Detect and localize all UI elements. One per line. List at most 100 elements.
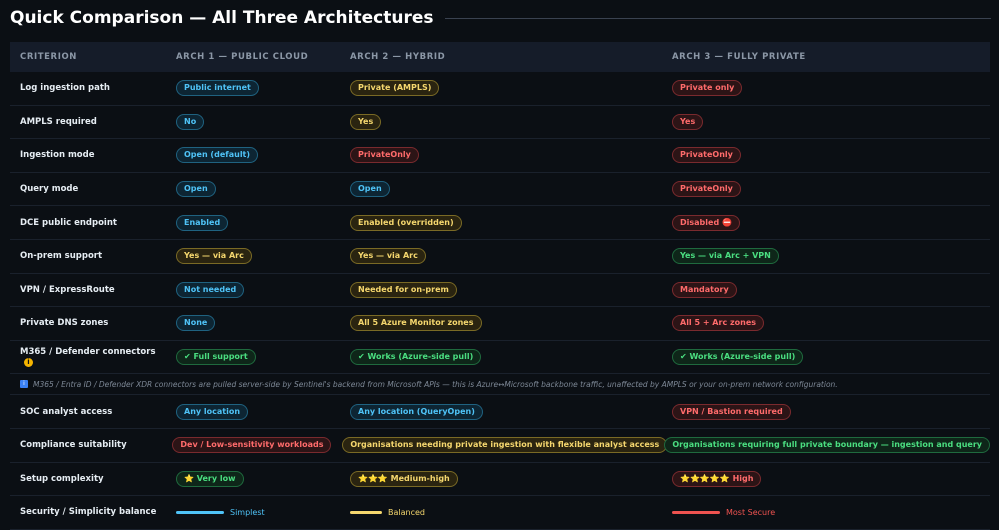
- balance-arch3: Most Secure: [672, 508, 990, 517]
- row-criterion: M365 / Defender connectorsi: [10, 347, 166, 368]
- header-criterion: CRITERION: [20, 52, 77, 62]
- row-criterion-label: AMPLS required: [20, 116, 97, 127]
- row-criterion-label: DCE public endpoint: [20, 217, 117, 228]
- cell-a3: Yes: [662, 113, 990, 130]
- connector-note: i M365 / Entra ID / Defender XDR connect…: [10, 374, 990, 396]
- header-arch1: ARCH 1 — PUBLIC CLOUD: [176, 52, 309, 62]
- row-criterion: Compliance suitability: [10, 440, 162, 450]
- balance-arch2: Balanced: [350, 508, 662, 517]
- a3-value-badge: Private only: [672, 80, 743, 97]
- row-criterion-label: On-prem support: [20, 251, 103, 262]
- cell-a3: PrivateOnly: [662, 181, 990, 198]
- cell-a3: ⭐⭐⭐⭐⭐ High: [662, 470, 990, 487]
- cell-a2: Enabled (overridden): [340, 214, 662, 231]
- table-row-balance: Security / Simplicity balance Simplest B…: [10, 496, 990, 530]
- row-criterion: VPN / ExpressRoute: [10, 285, 166, 295]
- cell-a2: Needed for on-prem: [340, 281, 662, 298]
- row-criterion-label: Ingestion mode: [20, 150, 95, 161]
- table-row: Setup complexity ⭐ Very low ⭐⭐⭐ Medium-hig…: [10, 463, 990, 497]
- cell-a2: Open: [340, 181, 662, 198]
- cell-a1: ✔ Full support: [166, 349, 340, 366]
- cell-a2: All 5 Azure Monitor zones: [340, 315, 662, 332]
- balance-label-arch3: Most Secure: [726, 507, 776, 517]
- cell-a1: Open: [166, 181, 340, 198]
- balance-arch1: Simplest: [176, 508, 340, 517]
- comparison-table: CRITERION ARCH 1 — PUBLIC CLOUD ARCH 2 —…: [10, 42, 990, 530]
- a3-value-badge: VPN / Bastion required: [672, 403, 791, 420]
- a1-value-badge: ✔ Full support: [176, 349, 256, 366]
- table-row: Query mode Open Open PrivateOnly: [10, 173, 990, 207]
- a3-value-badge: ✔ Works (Azure-side pull): [672, 349, 804, 366]
- row-criterion-label: Log ingestion path: [20, 83, 110, 94]
- cell-a2: Private (AMPLS): [340, 80, 662, 97]
- table-row: AMPLS required No Yes Yes: [10, 106, 990, 140]
- a2-value-badge: Any location (QueryOpen): [350, 403, 483, 420]
- table-row: Ingestion mode Open (default) PrivateOnly P…: [10, 139, 990, 173]
- a2-value-badge: Yes: [350, 113, 382, 130]
- a3-value-badge: Yes — via Arc + VPN: [672, 248, 779, 265]
- cell-a1: Public internet: [166, 80, 340, 97]
- a1-value-badge: ⭐ Very low: [176, 470, 244, 487]
- a2-value-badge: Organisations needing private ingestion …: [342, 437, 668, 454]
- title-bar: Quick Comparison — All Three Architectur…: [0, 0, 999, 36]
- a1-value-badge: None: [176, 315, 216, 332]
- a2-value-badge: PrivateOnly: [350, 147, 419, 164]
- connector-note-text: M365 / Entra ID / Defender XDR connector…: [33, 379, 838, 389]
- row-criterion-label: VPN / ExpressRoute: [20, 284, 115, 295]
- table-row: DCE public endpoint Enabled Enabled (overr…: [10, 206, 990, 240]
- table-row: M365 / Defender connectorsi ✔ Full suppor…: [10, 341, 990, 375]
- cell-a2: Yes: [340, 113, 662, 130]
- cell-a2: Yes — via Arc: [340, 248, 662, 265]
- row-criterion: AMPLS required: [10, 117, 166, 127]
- a2-value-badge: Needed for on-prem: [350, 281, 457, 298]
- cell-a1: No: [166, 113, 340, 130]
- a1-value-badge: Enabled: [176, 214, 229, 231]
- a2-value-badge: Private (AMPLS): [350, 80, 440, 97]
- table-row: On-prem support Yes — via Arc Yes — via Ar…: [10, 240, 990, 274]
- row-criterion: Log ingestion path: [10, 83, 166, 93]
- cell-a1: ⭐ Very low: [166, 470, 340, 487]
- table-row: Log ingestion path Public internet Private…: [10, 72, 990, 106]
- cell-a3: PrivateOnly: [662, 147, 990, 164]
- table-row: VPN / ExpressRoute Not needed Needed for o…: [10, 274, 990, 308]
- cell-a3: VPN / Bastion required: [662, 403, 990, 420]
- a1-value-badge: Dev / Low-sensitivity workloads: [172, 437, 332, 454]
- row-criterion: Ingestion mode: [10, 150, 166, 160]
- cell-a2: PrivateOnly: [340, 147, 662, 164]
- a3-value-badge: PrivateOnly: [672, 147, 741, 164]
- cell-a3: Organisations requiring full private bou…: [654, 437, 990, 454]
- a1-value-badge: Open: [176, 181, 216, 198]
- cell-a2: Any location (QueryOpen): [340, 403, 662, 420]
- a1-value-badge: Yes — via Arc: [176, 248, 252, 265]
- cell-a3: ✔ Works (Azure-side pull): [662, 349, 990, 366]
- cell-a1: None: [166, 315, 340, 332]
- row-criterion-label: Setup complexity: [20, 473, 104, 484]
- info-square-icon: i: [20, 380, 28, 389]
- a2-value-badge: All 5 Azure Monitor zones: [350, 315, 482, 332]
- row-criterion: SOC analyst access: [10, 407, 166, 417]
- a3-value-badge: Disabled ⛔: [672, 214, 740, 231]
- balance-bar-arch2: [350, 510, 382, 514]
- table-header: CRITERION ARCH 1 — PUBLIC CLOUD ARCH 2 —…: [10, 42, 990, 72]
- a3-value-badge: Mandatory: [672, 281, 737, 298]
- cell-a1: Open (default): [166, 147, 340, 164]
- cell-a3: Yes — via Arc + VPN: [662, 248, 990, 265]
- a2-value-badge: Open: [350, 181, 390, 198]
- a3-value-badge: Yes: [672, 113, 704, 130]
- a2-value-badge: Yes — via Arc: [350, 248, 426, 265]
- row-criterion-label: Compliance suitability: [20, 440, 127, 451]
- header-arch2: ARCH 2 — HYBRID: [350, 52, 446, 62]
- balance-label-arch2: Balanced: [388, 507, 425, 517]
- cell-a3: Mandatory: [662, 281, 990, 298]
- a1-value-badge: Not needed: [176, 281, 245, 298]
- cell-a1: Yes — via Arc: [166, 248, 340, 265]
- balance-label-arch1: Simplest: [230, 507, 265, 517]
- cell-a2: ✔ Works (Azure-side pull): [340, 349, 662, 366]
- row-criterion-label: SOC analyst access: [20, 406, 113, 417]
- cell-a1: Any location: [166, 403, 340, 420]
- a1-value-badge: No: [176, 113, 205, 130]
- row-criterion: Security / Simplicity balance: [20, 507, 157, 518]
- cell-a3: All 5 + Arc zones: [662, 315, 990, 332]
- cell-a1: Dev / Low-sensitivity workloads: [162, 437, 332, 454]
- row-criterion: On-prem support: [10, 251, 166, 261]
